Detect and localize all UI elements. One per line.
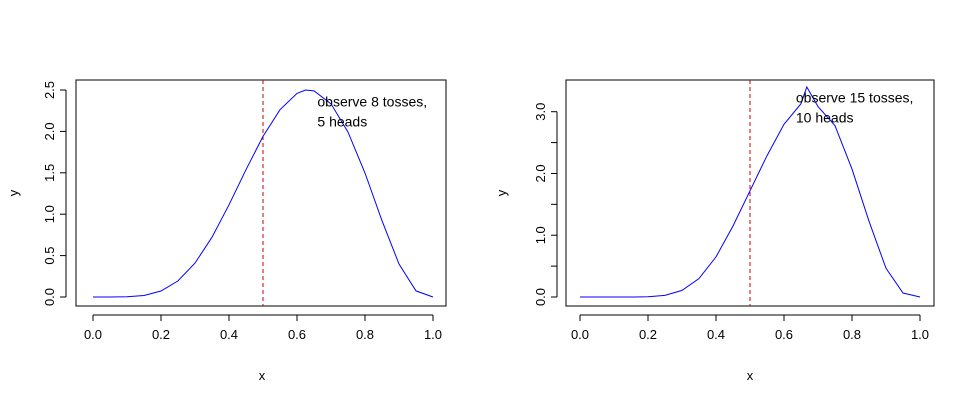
right-y-tick-label: 2.0 (533, 164, 548, 182)
right-x-tick-label: 0.4 (707, 327, 725, 342)
right-x-tick-label: 0.6 (775, 327, 793, 342)
right-panel: x y 0.0 0.2 0.4 0.6 0.8 1.0 0.0 1.0 2.0 3.0 observ… (494, 79, 935, 383)
left-y-tick-label: 0.5 (42, 247, 57, 265)
left-y-tick-label: 1.5 (42, 164, 57, 182)
right-x-tick-label: 0.0 (571, 327, 589, 342)
left-y-tick-label: 0.0 (42, 288, 57, 306)
right-annotation-line: observe 15 tosses, (796, 89, 914, 105)
right-y-axis-label: y (494, 189, 509, 196)
left-y-tick-label: 2.5 (42, 81, 57, 99)
right-y-tick-label: 1.0 (533, 226, 548, 244)
left-panel: x y 0.0 0.2 0.4 0.6 0.8 1.0 0.0 0.5 1.0 1.5 2.0 2.5… (6, 79, 447, 383)
left-x-tick-label: 0.6 (288, 327, 306, 342)
right-density-curve (580, 85, 921, 298)
left-plot-frame (75, 79, 447, 307)
right-x-tick-label: 0.2 (639, 327, 657, 342)
left-x-tick-label: 0.4 (220, 327, 238, 342)
right-x-tick-label: 0.8 (843, 327, 861, 342)
left-y-tick-label: 2.0 (42, 122, 57, 140)
left-x-tick-label: 1.0 (424, 327, 442, 342)
left-y-tick-label: 1.0 (42, 205, 57, 223)
left-x-axis-label: x (259, 368, 266, 383)
right-x-tick-label: 1.0 (911, 327, 929, 342)
left-y-axis-label: y (6, 189, 21, 196)
right-y-tick-label: 3.0 (533, 103, 548, 121)
right-y-tick-label: 0.0 (533, 288, 548, 306)
left-annotation-line: observe 8 tosses, (317, 94, 427, 110)
left-x-tick-label: 0.2 (152, 327, 170, 342)
left-x-tick-label: 0.8 (356, 327, 374, 342)
left-density-curve (93, 89, 434, 298)
right-x-axis-label: x (747, 368, 754, 383)
right-annotation-line: 10 heads (796, 109, 854, 125)
left-x-tick-label: 0.0 (84, 327, 102, 342)
left-annotation-line: 5 heads (317, 114, 367, 130)
